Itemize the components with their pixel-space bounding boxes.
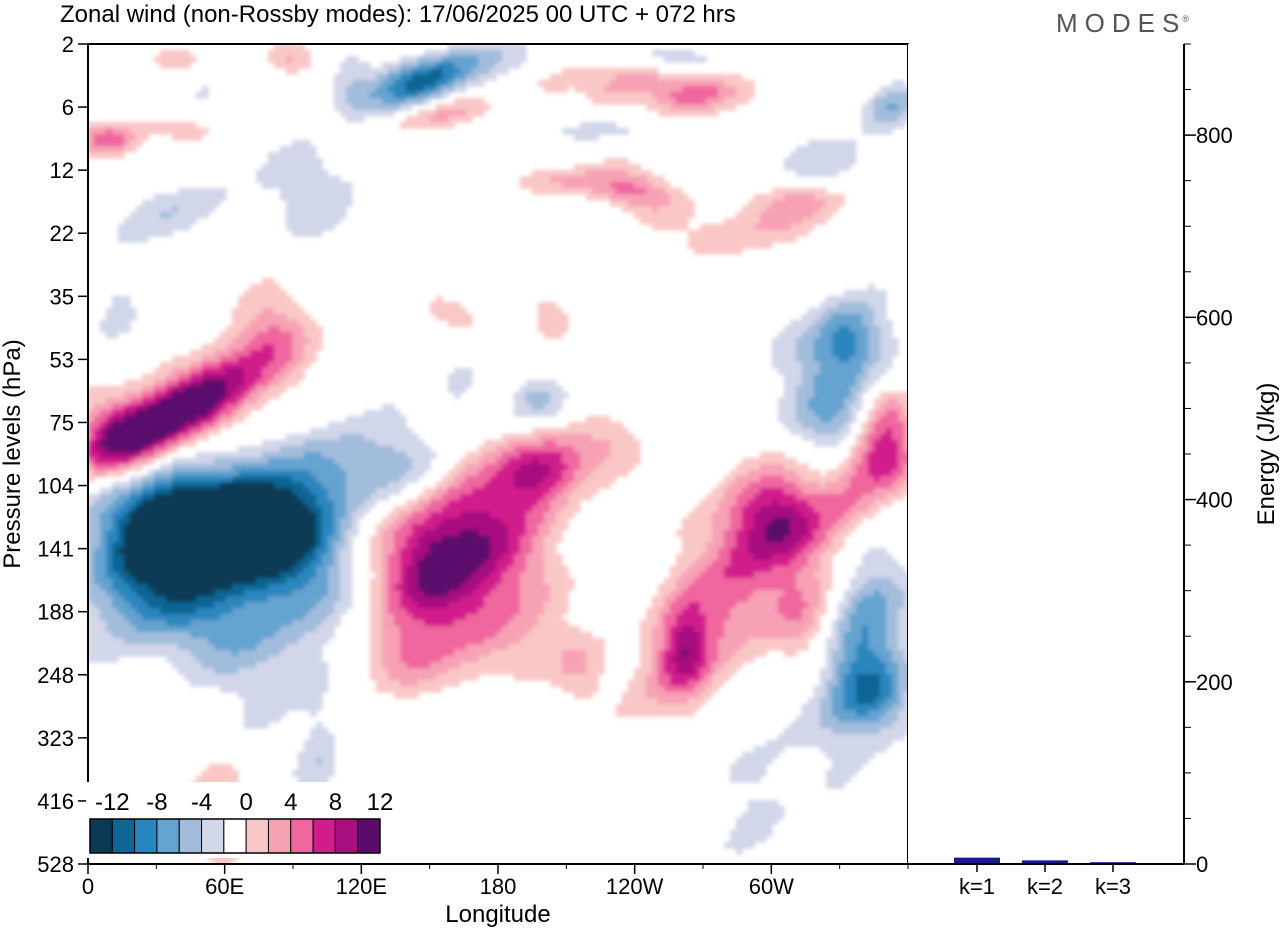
- colorbar-tick-label: -12: [95, 789, 130, 816]
- energy-background: [908, 44, 1184, 864]
- colorbar-swatch: [267, 818, 292, 854]
- logo-mark: ®: [1182, 14, 1189, 25]
- colorbar-tick-label: 4: [284, 789, 297, 816]
- colorbar: -12 -8 -4 0 4 8 12: [86, 782, 393, 858]
- x-tick-label: 120W: [606, 874, 664, 899]
- y-tick-label: 35: [50, 284, 74, 309]
- y-tick-label: 104: [37, 474, 74, 499]
- colorbar-tick-label: 12: [367, 789, 394, 816]
- colorbar-tick-label: 0: [239, 789, 252, 816]
- energy-tick-label: 200: [1196, 670, 1233, 695]
- x-axis: 0 60E 120E 180 120W 60W: [82, 864, 909, 899]
- y-tick-label: 528: [37, 852, 74, 877]
- colorbar-swatch: [357, 818, 381, 854]
- y-tick-label: 416: [37, 789, 74, 814]
- energy-axis: 0 200 400 600 800: [1184, 43, 1233, 877]
- colorbar-swatch: [334, 818, 359, 854]
- energy-bar-k1: [954, 857, 1000, 864]
- logo-text: MODES: [1056, 8, 1187, 38]
- colorbar-swatch: [178, 818, 203, 854]
- x-tick-label: 120E: [336, 874, 387, 899]
- energy-category-label: k=1: [959, 874, 995, 899]
- colorbar-swatch: [312, 818, 336, 854]
- y-tick-label: 6: [62, 95, 74, 120]
- y-tick-label: 141: [37, 537, 74, 562]
- colorbar-swatch: [201, 818, 225, 854]
- colorbar-frame: [89, 818, 381, 854]
- y-tick-label: 75: [50, 410, 74, 435]
- y-axis: 2 6 12 22 35 53 75 104 141 188 248 323 416 528: [37, 32, 88, 877]
- y-tick-label: 323: [37, 726, 74, 751]
- energy-axis-label: Energy (J/kg): [1253, 383, 1280, 526]
- colorbar-swatch: [290, 818, 314, 854]
- chart-title: Zonal wind (non-Rossby modes): 17/06/202…: [60, 1, 736, 28]
- energy-bar-k2: [1022, 860, 1068, 864]
- energy-tick-label: 0: [1196, 852, 1208, 877]
- y-tick-label: 12: [50, 158, 74, 183]
- energy-category-label: k=3: [1095, 874, 1131, 899]
- y-tick-label: 53: [50, 347, 74, 372]
- x-tick-label: 0: [82, 874, 94, 899]
- energy-bars: k=1 k=2 k=3: [954, 857, 1136, 899]
- colorbar-swatch: [89, 818, 113, 854]
- colorbar-swatch: [156, 818, 180, 854]
- y-axis-label: Pressure levels (hPa): [0, 339, 26, 568]
- modes-logo: MODES®: [1056, 8, 1189, 39]
- contour-cells: [88, 44, 908, 864]
- contour-field: [88, 44, 908, 864]
- x-tick-label: 60E: [205, 874, 244, 899]
- y-tick-label: 22: [50, 221, 74, 246]
- y-tick-label: 2: [62, 32, 74, 57]
- x-tick-label: 180: [480, 874, 517, 899]
- colorbar-tick-label: -4: [191, 789, 212, 816]
- energy-tick-label: 400: [1196, 488, 1233, 513]
- colorbar-swatch: [245, 818, 269, 854]
- y-tick-label: 188: [37, 600, 74, 625]
- x-axis-label: Longitude: [445, 901, 550, 928]
- colorbar-swatch: [111, 818, 136, 854]
- energy-tick-label: 800: [1196, 123, 1233, 148]
- energy-category-label: k=2: [1027, 874, 1063, 899]
- colorbar-swatch: [223, 818, 247, 854]
- energy-tick-label: 600: [1196, 305, 1233, 330]
- colorbar-swatch: [134, 818, 158, 854]
- x-tick-label: 60W: [749, 874, 794, 899]
- colorbar-tick-label: -8: [146, 789, 167, 816]
- heatmap-panel: 0 60E 120E 180 120W 60W 2 6 12 22 35 53 75 104 141 188…: [0, 32, 909, 928]
- y-tick-label: 248: [37, 663, 74, 688]
- colorbar-tick-label: 8: [329, 789, 342, 816]
- energy-panel: k=1 k=2 k=3 0 200 400 600 800 Energy (J/kg): [908, 43, 1280, 899]
